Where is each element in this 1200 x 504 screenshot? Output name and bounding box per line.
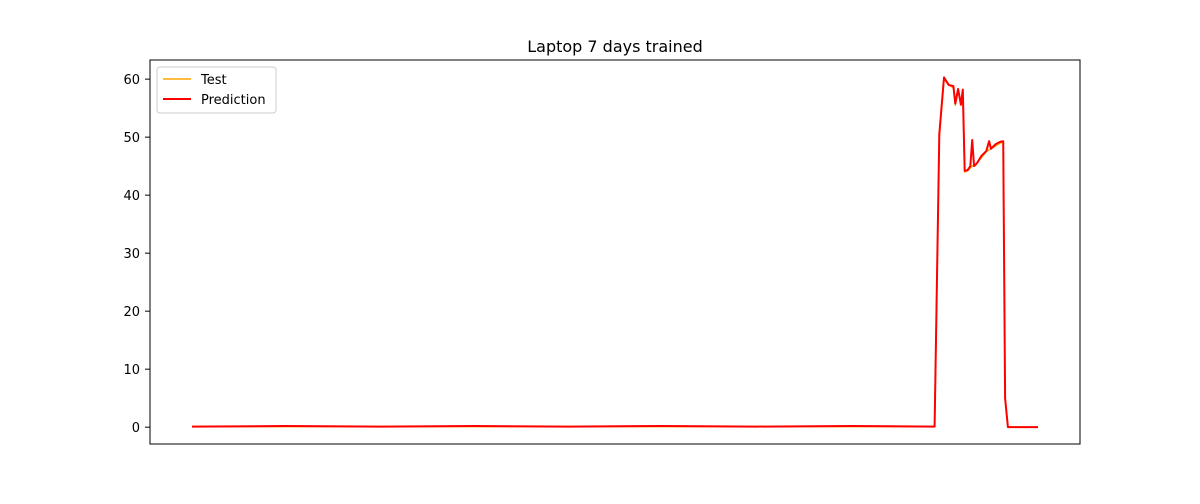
legend-label-test: Test [200,73,227,88]
y-tick-label: 0 [132,421,140,436]
y-tick-label: 50 [123,131,140,146]
y-tick-label: 30 [123,247,140,262]
series-line-test [192,78,1038,428]
legend: Test Prediction [156,66,277,114]
y-tick-label: 10 [123,363,140,378]
y-tick-label: 20 [123,305,140,320]
y-tick-label: 40 [123,189,140,204]
plot-frame [149,59,1081,445]
chart-title: Laptop 7 days trained [527,37,703,56]
y-axis: 0 10 20 30 40 50 60 [123,73,150,436]
legend-label-prediction: Prediction [201,93,266,108]
y-tick-label: 60 [123,73,140,88]
series-lines [191,76,1038,429]
series-line-prediction [191,76,1038,429]
